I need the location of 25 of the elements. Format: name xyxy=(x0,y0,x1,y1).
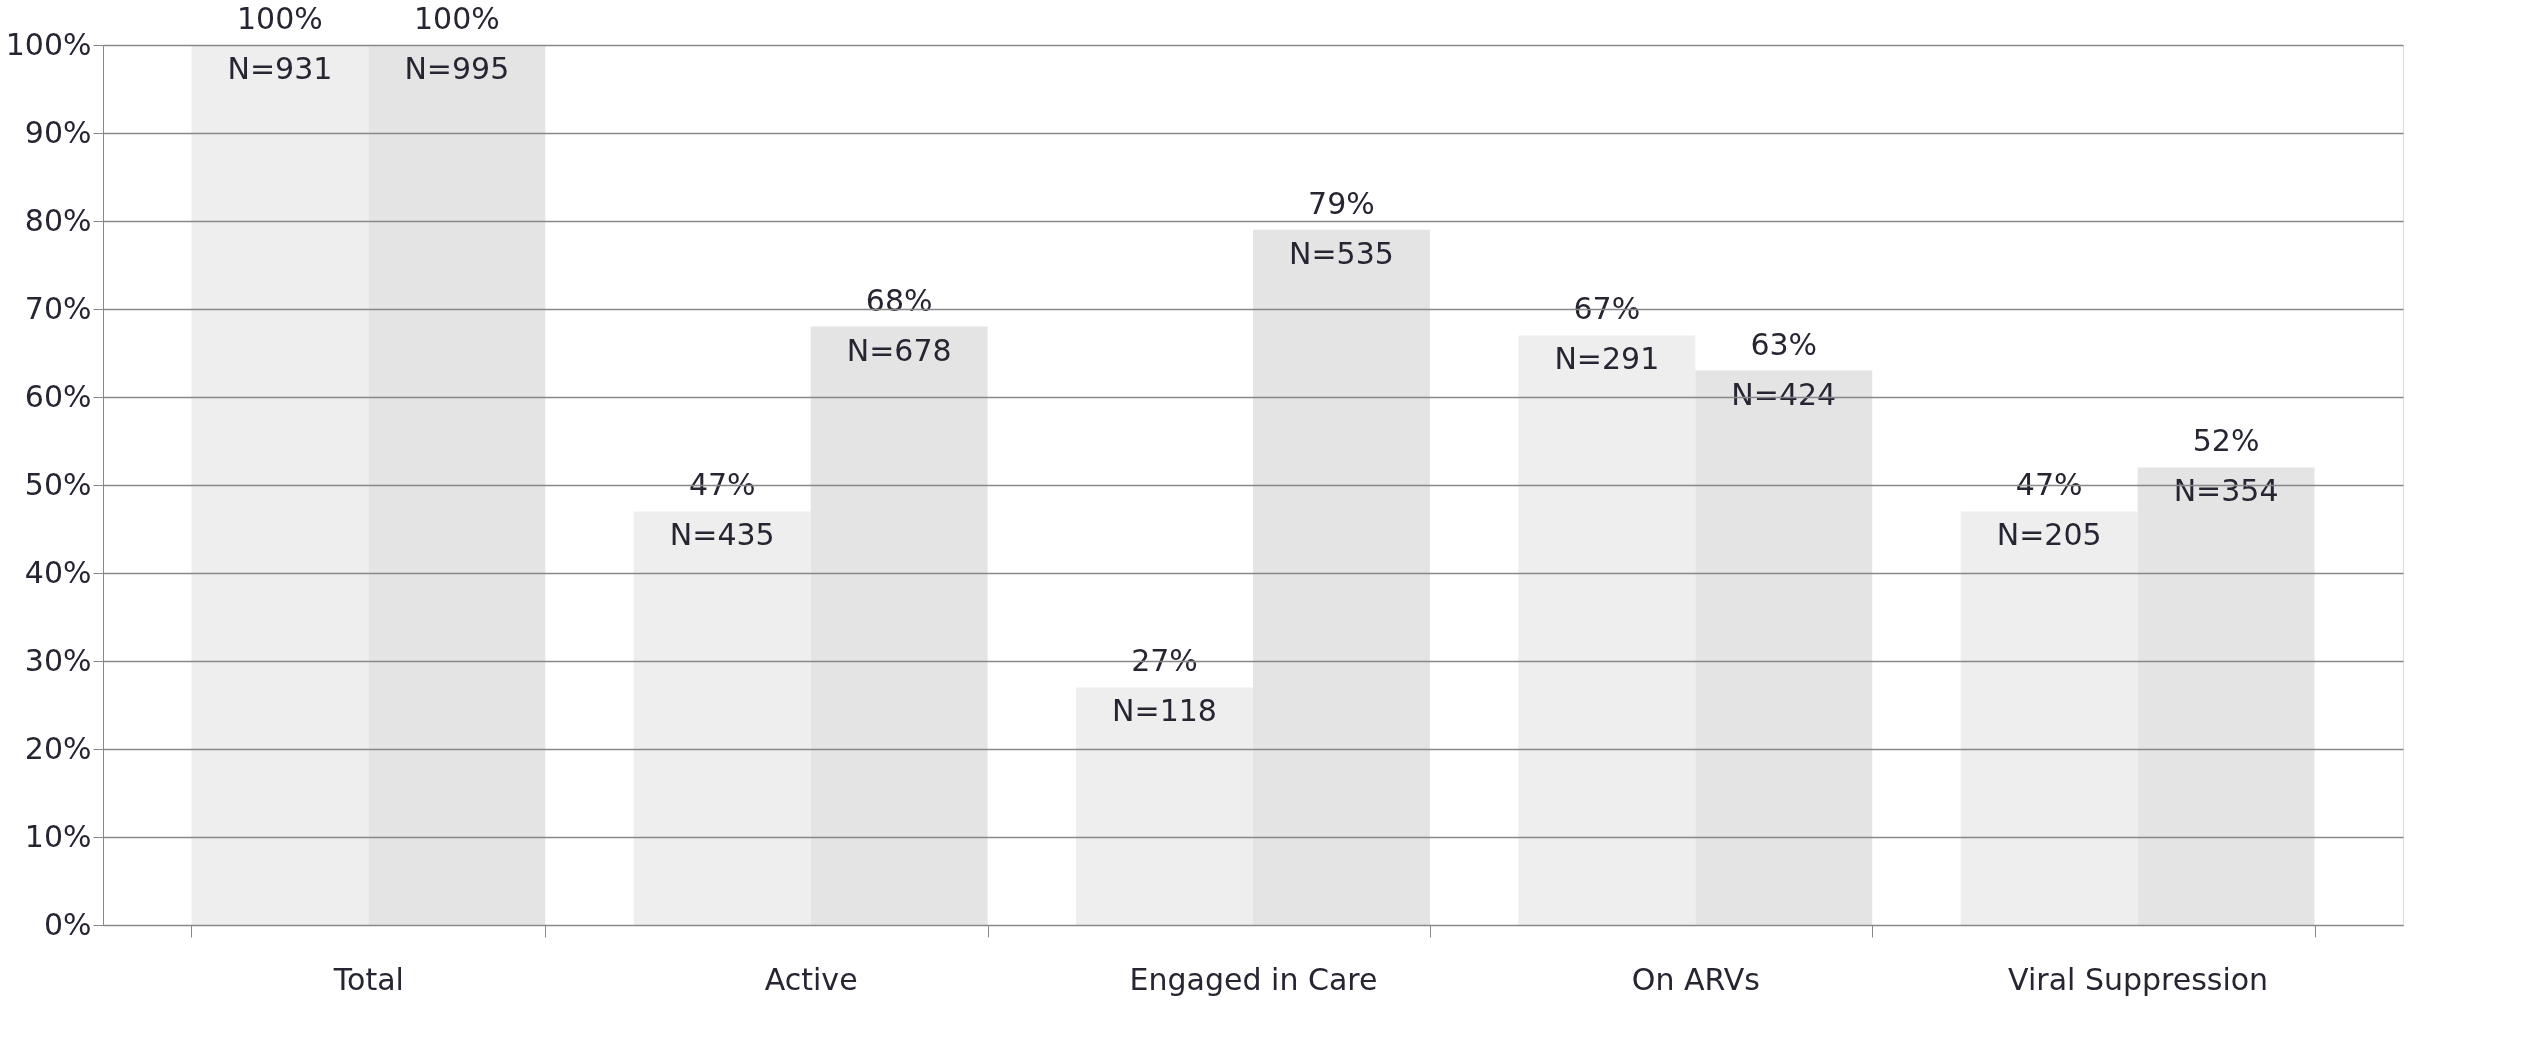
x-tick-label: Active xyxy=(764,961,858,997)
y-tick-label: 20% xyxy=(24,730,92,766)
y-tick-label: 70% xyxy=(24,290,92,326)
data-label: 100% N=995 xyxy=(404,1,510,86)
y-tick-label: 30% xyxy=(24,642,92,678)
y-tick-label: 90% xyxy=(24,114,92,150)
data-label: 47% N=205 xyxy=(1996,467,2102,553)
y-tick-label: 80% xyxy=(24,202,92,238)
y-tick-label: 40% xyxy=(24,554,92,590)
x-tick-label: Total xyxy=(332,961,404,997)
data-label: 63% N=424 xyxy=(1731,326,1837,412)
data-label: 67% N=291 xyxy=(1554,291,1660,377)
data-label: 27% N=118 xyxy=(1112,643,1217,729)
data-label: 47% N=435 xyxy=(669,467,775,553)
y-tick-label: 10% xyxy=(24,818,92,854)
y-tick-label: 60% xyxy=(24,378,92,414)
x-tick-label: Viral Suppression xyxy=(2008,961,2269,997)
data-label: 100% N=931 xyxy=(227,1,333,86)
data-label: 52% N=354 xyxy=(2173,423,2279,509)
x-tick-label: Engaged in Care xyxy=(1129,961,1378,997)
y-tick-label: 100% xyxy=(5,26,92,62)
x-tick-label: On ARVs xyxy=(1631,961,1760,997)
y-tick-label: 0% xyxy=(43,906,92,942)
data-label: 79% N=535 xyxy=(1289,185,1394,271)
y-tick-label: 50% xyxy=(24,466,92,502)
